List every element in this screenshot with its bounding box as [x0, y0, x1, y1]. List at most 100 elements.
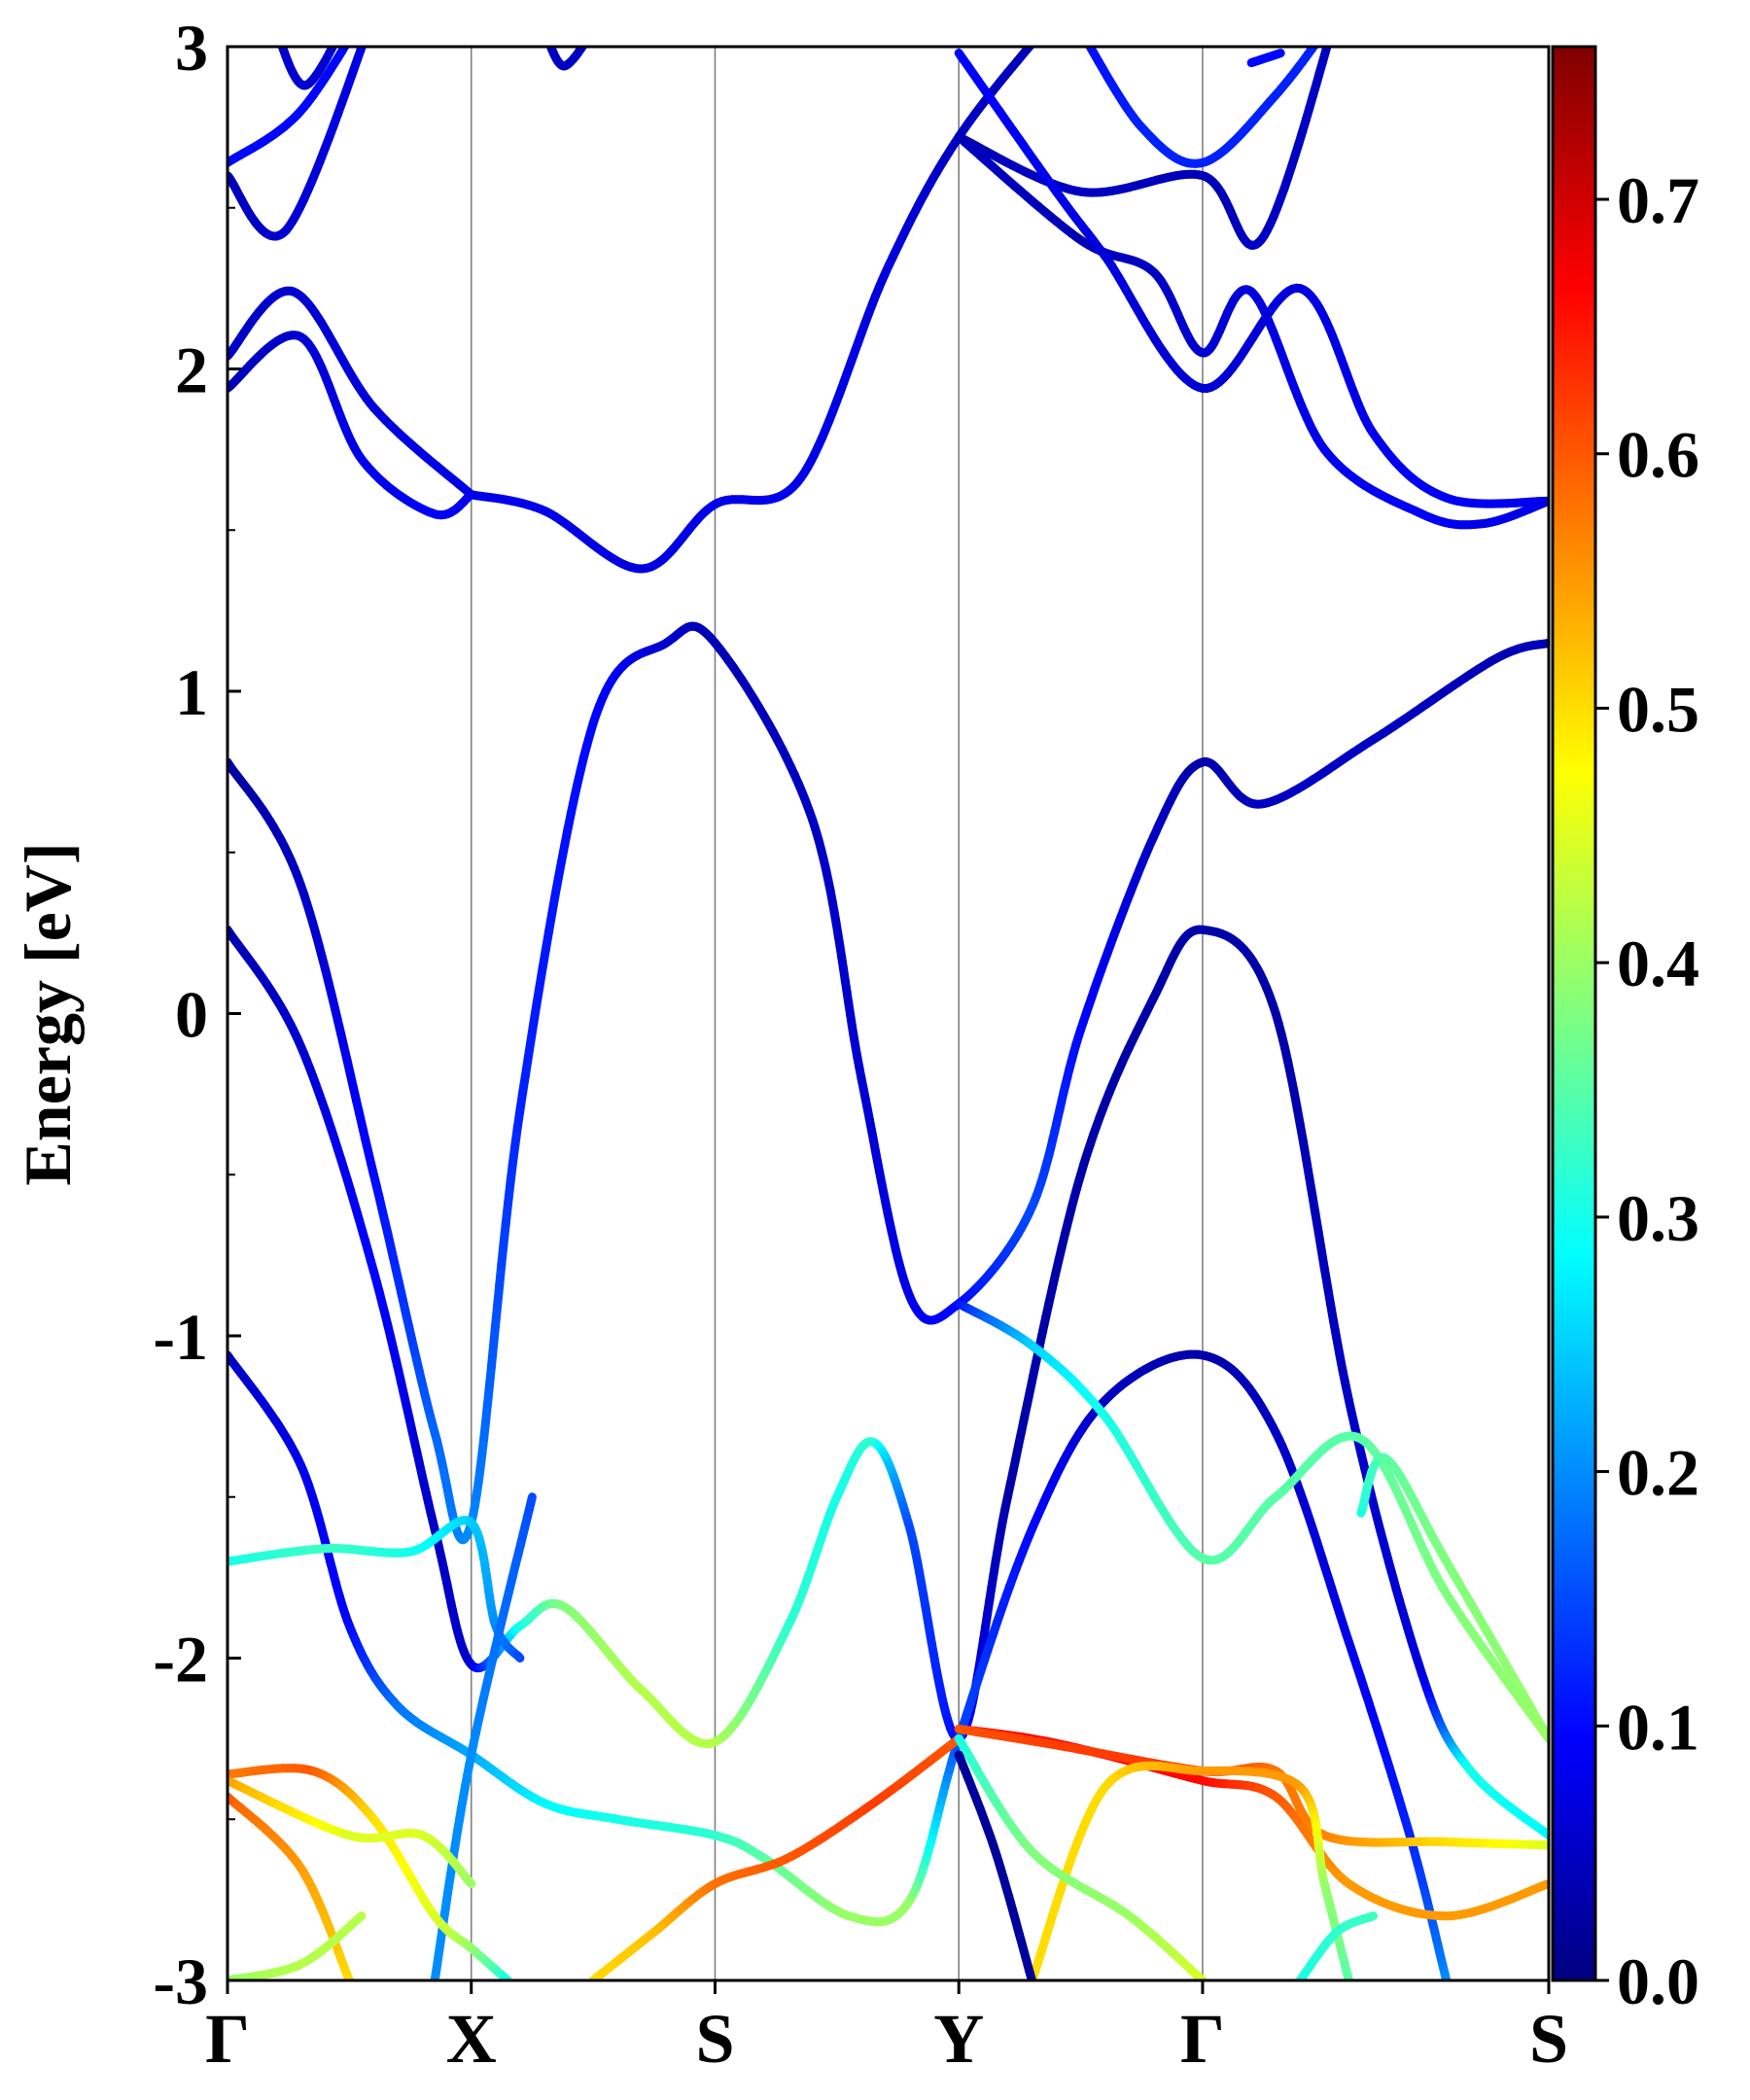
band-12 — [1246, 49, 1285, 68]
band-2 — [228, 286, 476, 500]
band-segment — [514, 1653, 525, 1662]
band-segment — [544, 31, 545, 32]
band-segment — [1313, 47, 1319, 48]
band-10 — [954, 49, 1549, 508]
plot-background — [228, 47, 1549, 1980]
band-segment — [361, 16, 364, 20]
band-segment — [340, 47, 350, 51]
band-segment — [526, 1492, 537, 1508]
band-segment — [278, 47, 285, 49]
colorbar-tick-label: 0.1 — [1617, 1690, 1699, 1764]
band-segment — [1335, 15, 1337, 19]
band-segment — [1054, 15, 1056, 18]
band-segment — [545, 47, 554, 50]
band-segment — [545, 32, 546, 33]
band-3 — [228, 15, 373, 241]
band-22 — [1027, 1761, 1353, 1980]
band-segment — [1321, 32, 1323, 35]
band-segment — [1038, 32, 1042, 37]
band-segment — [348, 35, 351, 41]
band-segment — [1324, 29, 1326, 32]
band-segment — [335, 38, 337, 42]
band-segment — [1084, 35, 1086, 38]
band-4 — [228, 0, 374, 167]
band-segment — [364, 12, 367, 16]
band-5 — [276, 15, 349, 90]
band-segment — [366, 8, 368, 12]
band-segment — [367, 26, 369, 33]
band-segment — [1336, 15, 1337, 17]
y-tick-label: -3 — [153, 1944, 208, 2018]
band-segment — [348, 15, 349, 17]
band-segment — [1085, 47, 1094, 51]
band-segment — [589, 35, 590, 37]
band-25 — [228, 1776, 476, 1889]
band-segment — [1042, 27, 1046, 31]
colorbar-gradient — [1551, 45, 1597, 1982]
band-segment — [337, 34, 339, 38]
band-segment — [1332, 18, 1334, 20]
band-segment — [347, 17, 348, 18]
colorbar: 0.0 0.1 0.2 0.3 0.4 0.5 0.6 0.7 — [1551, 45, 1699, 2018]
band-segment — [370, 1, 372, 4]
kpoint-label: Γ — [1180, 2000, 1225, 2078]
band-segment — [1319, 36, 1322, 40]
band-segment — [1334, 17, 1336, 18]
y-tick-label: -1 — [153, 1300, 208, 1374]
band-7 — [467, 15, 1056, 574]
band-segment — [341, 27, 343, 31]
band-23 — [228, 1764, 512, 1980]
band-segment — [344, 20, 346, 23]
band-19 — [1356, 1452, 1549, 1743]
band-segment — [592, 30, 593, 31]
band-18 — [954, 1299, 1549, 1743]
band-segment — [1331, 26, 1333, 34]
band-27 — [954, 1733, 1208, 1980]
band-segment — [1333, 19, 1335, 26]
band-segment — [1045, 24, 1048, 28]
band-17 — [430, 1492, 537, 1980]
band-segment — [278, 34, 279, 36]
y-tick-label: -2 — [153, 1623, 208, 1697]
band-segment — [545, 34, 546, 36]
band-segment — [1049, 20, 1052, 24]
band-segment — [339, 30, 341, 34]
band-segment — [590, 34, 591, 36]
band-segment — [364, 33, 367, 41]
kpoint-label: S — [1529, 2000, 1568, 2078]
kpoint-label: Y — [933, 2000, 984, 2078]
band-segment — [278, 36, 279, 38]
band-segment — [1328, 34, 1331, 43]
kpoint-label: X — [446, 2000, 497, 2078]
band-segment — [584, 47, 586, 48]
kpoint-label: S — [695, 2000, 734, 2078]
plot-area — [228, 47, 1549, 1980]
band-segment — [352, 30, 355, 35]
band-segment — [372, 0, 374, 1]
colorbar-tick-label: 0.6 — [1617, 418, 1699, 492]
band-segment — [277, 32, 278, 34]
band-segment — [1326, 26, 1328, 29]
band-segment — [356, 47, 368, 54]
y-axis-label: Energy [eV] — [11, 842, 85, 1185]
band-segment — [355, 25, 358, 30]
band-segment — [369, 19, 371, 25]
band-segment — [1081, 30, 1082, 32]
kpoint-label: Γ — [205, 2000, 250, 2078]
band-9 — [954, 15, 1337, 250]
band-segment — [371, 15, 373, 19]
colorbar-tick-label: 0.7 — [1617, 163, 1699, 237]
band-segment — [279, 38, 280, 41]
band-segment — [1034, 36, 1038, 41]
band-segment — [592, 31, 593, 32]
band-segment — [368, 4, 370, 8]
band-segment — [1330, 20, 1332, 23]
band-segment — [346, 18, 347, 21]
band-26 — [588, 1733, 963, 1980]
band-segment — [276, 30, 277, 31]
band-11 — [1081, 15, 1337, 168]
y-tick-label: 1 — [175, 655, 208, 729]
y-tick-label: 2 — [175, 333, 208, 407]
band-segment — [329, 47, 338, 51]
